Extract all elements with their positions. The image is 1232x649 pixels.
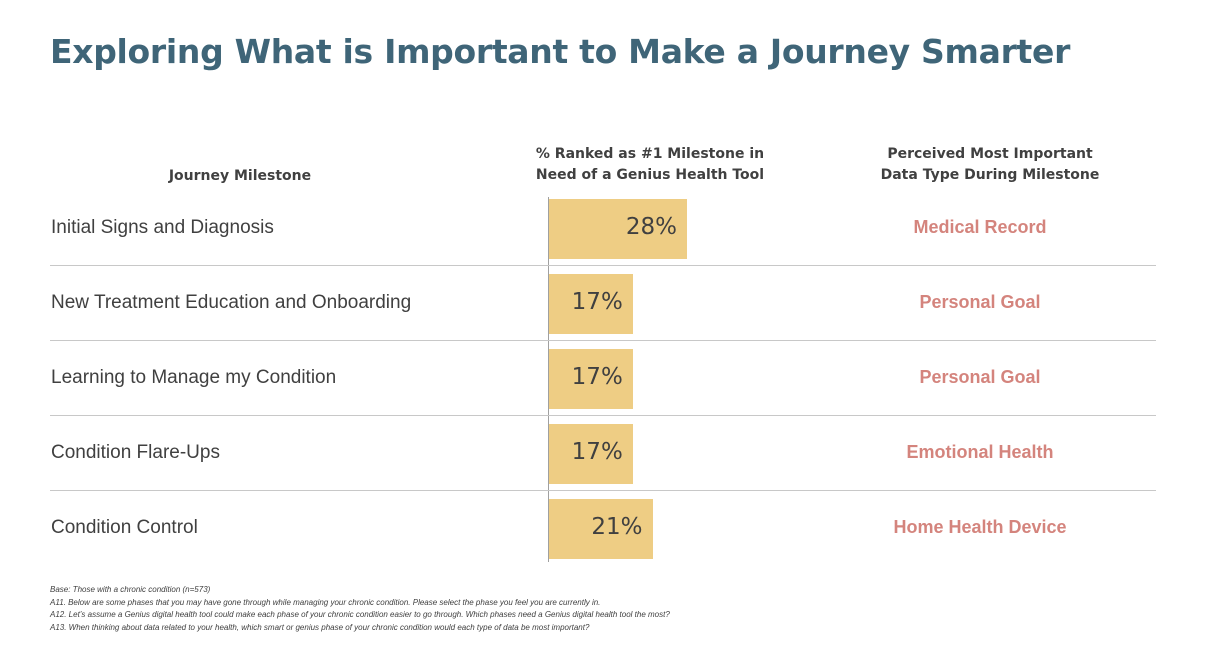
header-data-type: Perceived Most Important Data Type Durin… — [860, 144, 1120, 186]
row-divider — [50, 490, 1156, 491]
header-data-line1: Perceived Most Important — [887, 146, 1093, 162]
header-pct-line1: % Ranked as #1 Milestone in — [535, 146, 765, 162]
row-divider — [50, 340, 1156, 341]
bar-4 — [549, 424, 633, 484]
data-type-label: Medical Record — [913, 217, 1047, 237]
footnotes: Base: Those with a chronic condition (n=… — [50, 584, 670, 634]
bar-value-label: 17% — [571, 364, 623, 390]
bar-3 — [549, 349, 633, 409]
milestone-label: Condition Flare-Ups — [51, 442, 220, 463]
data-type-label: Personal Goal — [919, 367, 1041, 387]
bar-value-label: 17% — [571, 289, 623, 315]
header-pct-line2: Need of a Genius Health Tool — [535, 167, 765, 183]
row-divider — [50, 265, 1156, 266]
footnote-a12: A12. Let’s assume a Genius digital healt… — [50, 610, 670, 619]
header-data-line2: Data Type During Milestone — [880, 167, 1100, 183]
bar-value-label: 17% — [571, 439, 623, 465]
bar-value-label: 28% — [625, 214, 678, 240]
data-type-label: Personal Goal — [919, 292, 1041, 312]
footnote-a13: A13. When thinking about data related to… — [50, 622, 590, 632]
data-type-label: Emotional Health — [906, 442, 1054, 462]
header-percent-ranked: % Ranked as #1 Milestone in Need of a Ge… — [520, 144, 780, 186]
bar-1 — [549, 199, 688, 259]
row-divider — [50, 415, 1156, 416]
footnote-a11: A11. Below are some phases that you may … — [50, 597, 601, 607]
bar-5 — [549, 499, 653, 559]
header-milestone-text: Journey Milestone — [168, 168, 312, 184]
milestone-label: Condition Control — [51, 517, 198, 538]
page-title: Exploring What is Important to Make a Jo… — [50, 32, 1071, 71]
footnote-base: Base: Those with a chronic condition (n=… — [50, 585, 211, 594]
milestone-label: Learning to Manage my Condition — [51, 367, 337, 388]
bar-value-label: 21% — [591, 514, 643, 540]
milestone-label: Initial Signs and Diagnosis — [51, 217, 274, 238]
milestone-label: New Treatment Education and Onboarding — [51, 292, 412, 313]
chart-axis-line — [548, 197, 549, 562]
bar-2 — [549, 274, 633, 334]
data-type-label: Home Health Device — [893, 517, 1067, 537]
header-journey-milestone: Journey Milestone — [140, 166, 340, 187]
